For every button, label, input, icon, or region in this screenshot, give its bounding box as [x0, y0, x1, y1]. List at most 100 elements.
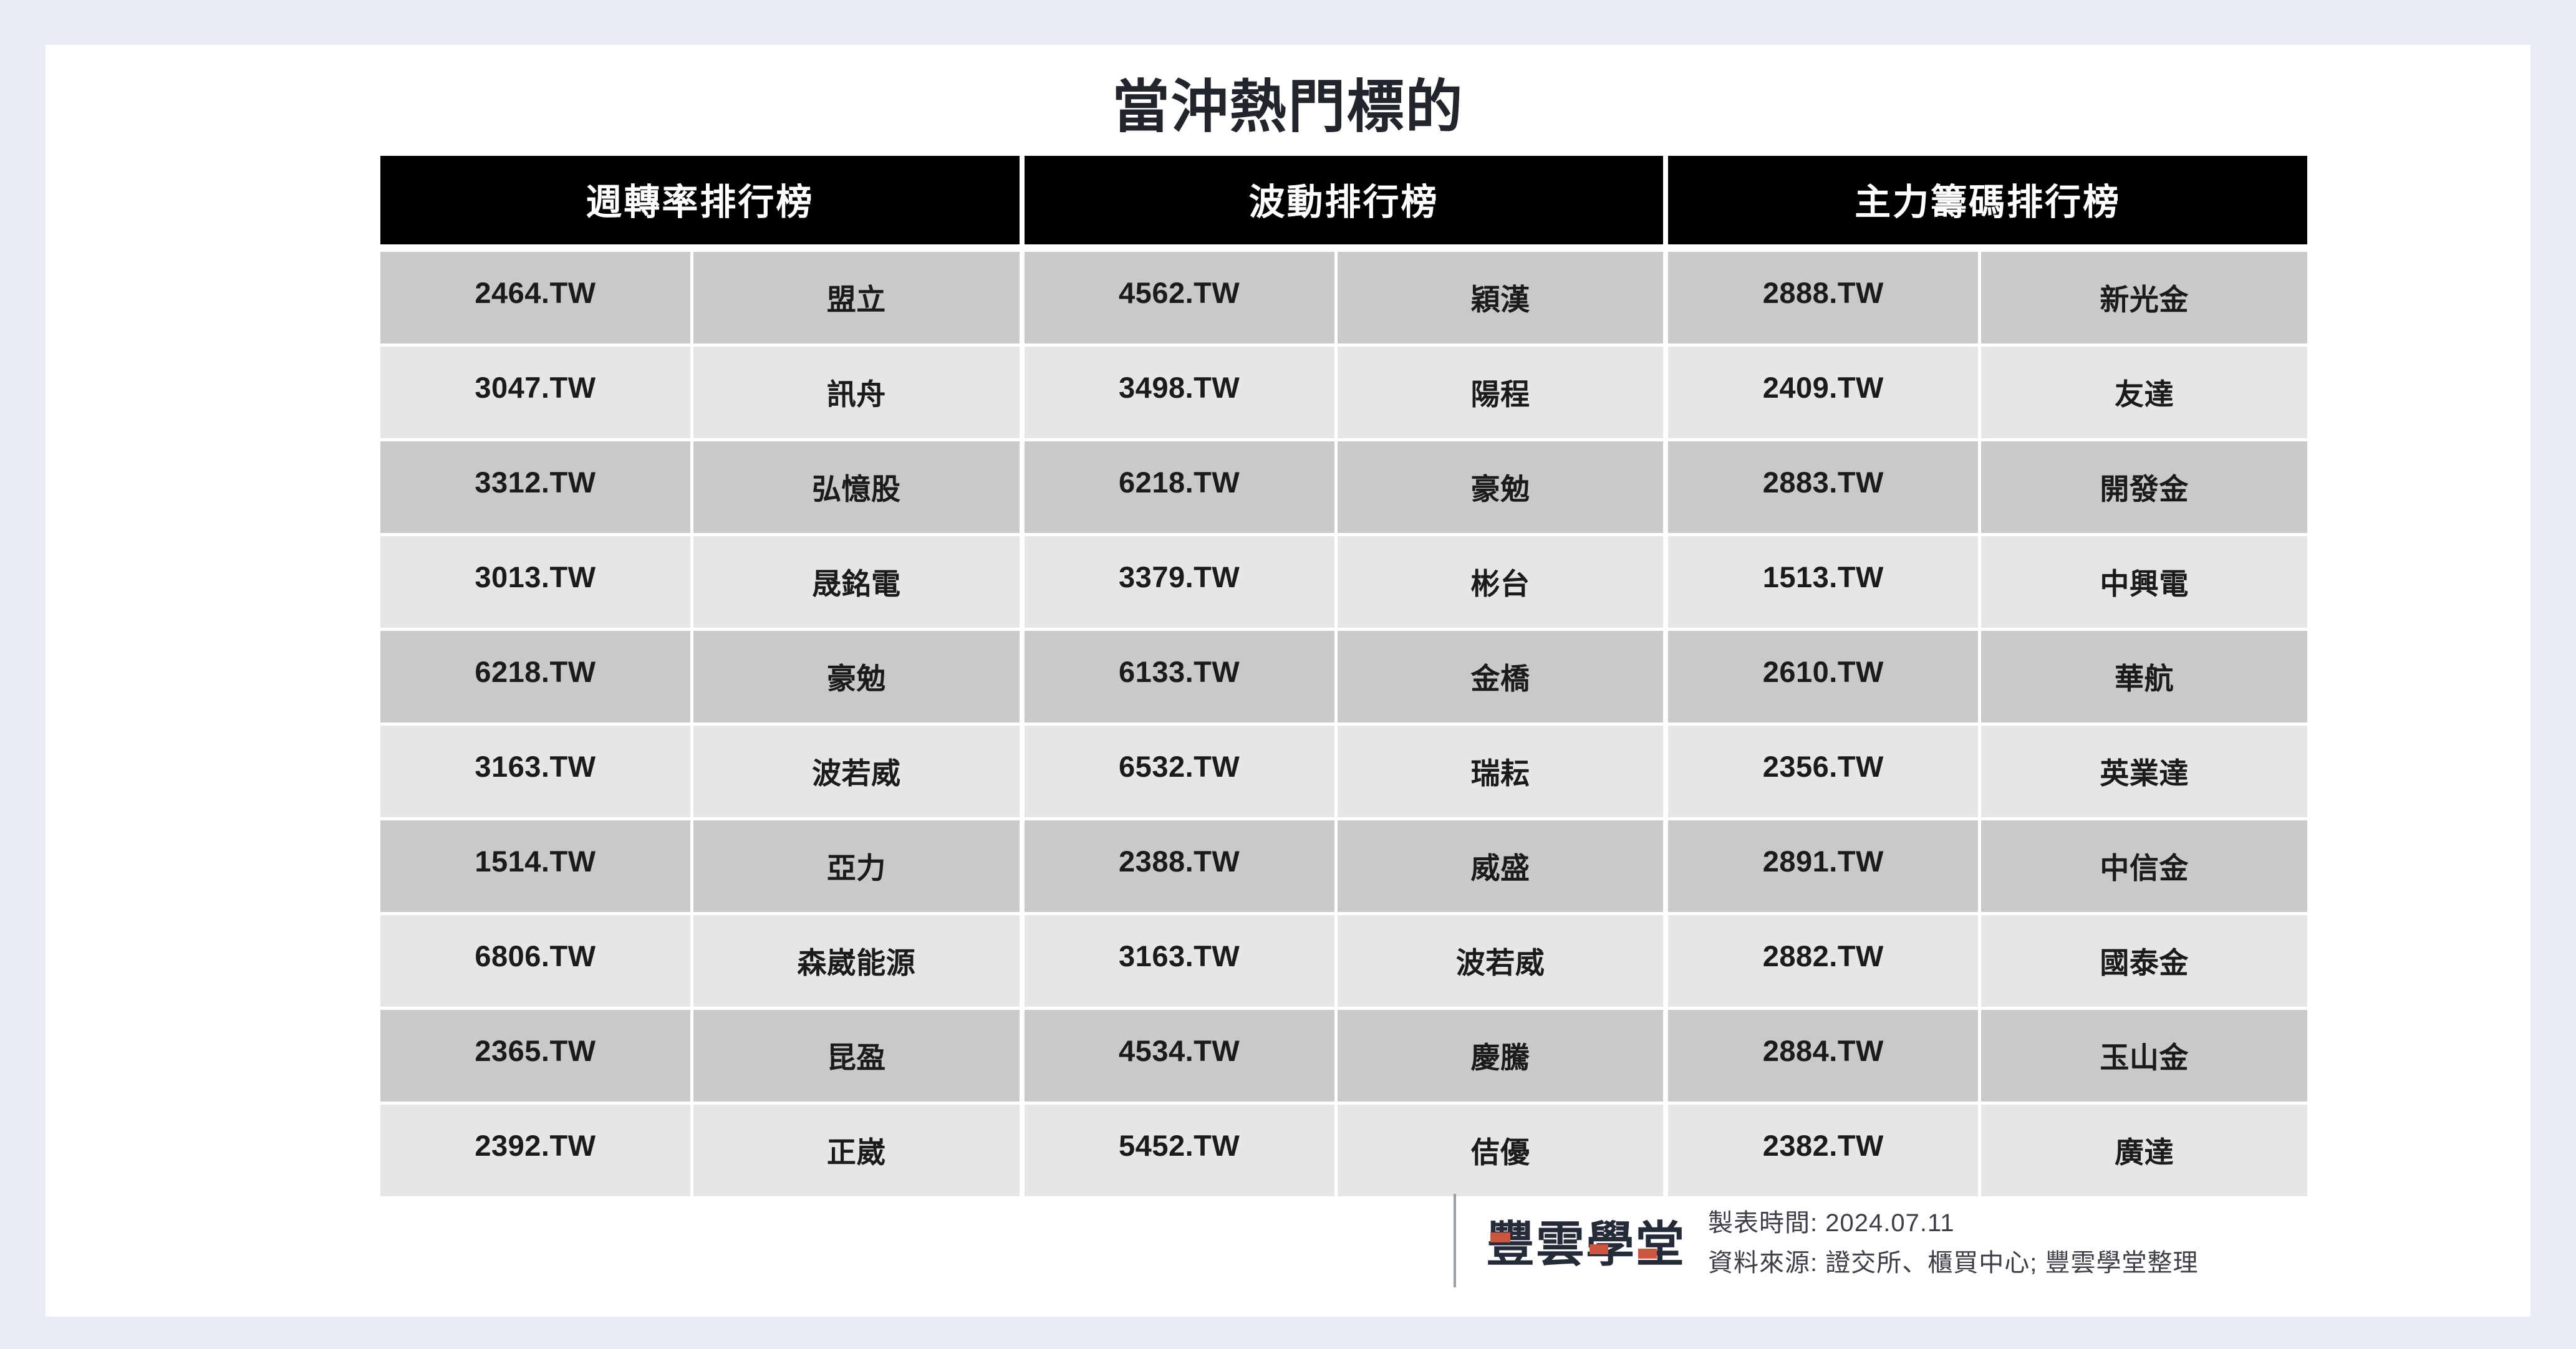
cell-group-turnover: 3047.TW 訊舟: [380, 347, 1020, 438]
cell-chips-name: 中興電: [1981, 536, 2308, 628]
footer-source-value: 證交所、櫃買中心; 豐雲學堂整理: [1825, 1249, 2199, 1277]
cell-chips-code: 1513.TW: [1668, 536, 1979, 628]
cell-turnover-name: 盟立: [693, 252, 1020, 343]
footer-source-line: 資料來源: 證交所、櫃買中心; 豐雲學堂整理: [1708, 1242, 2514, 1279]
footer-divider: [1454, 1194, 1456, 1287]
cell-turnover-name: 豪勉: [693, 631, 1020, 723]
cell-group-chips: 2888.TW 新光金: [1668, 252, 2308, 343]
cell-group-chips: 2883.TW 開發金: [1668, 441, 2308, 533]
cell-turnover-name: 波若威: [693, 726, 1020, 817]
cell-turnover-name: 弘憶股: [693, 441, 1020, 533]
footer-created-value: 2024.07.11: [1825, 1209, 1955, 1237]
ranking-table: 週轉率排行榜 波動排行榜 主力籌碼排行榜 2464.TW 盟立 4562.TW 穎漢 2…: [380, 156, 2308, 1196]
cell-turnover-name: 晟銘電: [693, 536, 1020, 628]
cell-turnover-code: 3013.TW: [380, 536, 690, 628]
column-header-volatility: 波動排行榜: [1024, 156, 1664, 244]
table-row: 2365.TW 昆盈 4534.TW 慶騰 2884.TW 玉山金: [380, 1010, 2308, 1102]
cell-group-turnover: 3312.TW 弘憶股: [380, 441, 1020, 533]
footer-created-label: 製表時間:: [1708, 1209, 1818, 1237]
cell-volatility-name: 威盛: [1337, 820, 1664, 912]
page-title: 當沖熱門標的: [1112, 75, 1464, 139]
cell-group-volatility: 6218.TW 豪勉: [1024, 441, 1664, 533]
cell-group-volatility: 5452.TW 佶優: [1024, 1105, 1664, 1196]
cell-group-volatility: 4534.TW 慶騰: [1024, 1010, 1664, 1102]
cell-group-chips: 2884.TW 玉山金: [1668, 1010, 2308, 1102]
table-row: 2464.TW 盟立 4562.TW 穎漢 2888.TW 新光金: [380, 252, 2308, 343]
cell-turnover-code: 3163.TW: [380, 726, 690, 817]
footer-meta: 製表時間: 2024.07.11 資料來源: 證交所、櫃買中心; 豐雲學堂整理: [1708, 1203, 2514, 1279]
cell-turnover-code: 2392.TW: [380, 1105, 690, 1196]
cell-volatility-name: 穎漢: [1337, 252, 1664, 343]
cell-group-chips: 1513.TW 中興電: [1668, 536, 2308, 628]
table-row: 6806.TW 森崴能源 3163.TW 波若威 2882.TW 國泰金: [380, 915, 2308, 1007]
cell-volatility-name: 波若威: [1337, 915, 1664, 1007]
cell-turnover-code: 3312.TW: [380, 441, 690, 533]
cell-group-volatility: 3379.TW 彬台: [1024, 536, 1664, 628]
cell-chips-code: 2883.TW: [1668, 441, 1979, 533]
cell-chips-name: 華航: [1981, 631, 2308, 723]
cell-volatility-code: 4562.TW: [1024, 252, 1334, 343]
cell-volatility-code: 3498.TW: [1024, 347, 1334, 438]
footer-source-label: 資料來源:: [1708, 1249, 1818, 1277]
cell-group-turnover: 2392.TW 正崴: [380, 1105, 1020, 1196]
cell-turnover-name: 昆盈: [693, 1010, 1020, 1102]
column-header-chips: 主力籌碼排行榜: [1668, 156, 2308, 244]
cell-turnover-code: 2464.TW: [380, 252, 690, 343]
cell-group-volatility: 3163.TW 波若威: [1024, 915, 1664, 1007]
cell-chips-name: 開發金: [1981, 441, 2308, 533]
cell-volatility-name: 豪勉: [1337, 441, 1664, 533]
cell-group-volatility: 6532.TW 瑞耘: [1024, 726, 1664, 817]
brand-logo: 豐雲學堂: [1486, 1206, 1686, 1275]
cell-volatility-name: 瑞耘: [1337, 726, 1664, 817]
cell-group-turnover: 6806.TW 森崴能源: [380, 915, 1020, 1007]
table-row: 2392.TW 正崴 5452.TW 佶優 2382.TW 廣達: [380, 1105, 2308, 1196]
column-header-turnover: 週轉率排行榜: [380, 156, 1020, 244]
cell-chips-code: 2409.TW: [1668, 347, 1979, 438]
cell-volatility-name: 慶騰: [1337, 1010, 1664, 1102]
table-row: 6218.TW 豪勉 6133.TW 金橋 2610.TW 華航: [380, 631, 2308, 723]
cell-chips-code: 2382.TW: [1668, 1105, 1979, 1196]
cell-volatility-code: 6532.TW: [1024, 726, 1334, 817]
cell-turnover-code: 1514.TW: [380, 820, 690, 912]
slide-canvas: 當沖熱門標的 週轉率排行榜 波動排行榜 主力籌碼排行榜 2464.TW 盟立 456…: [46, 45, 2530, 1317]
cell-volatility-code: 6133.TW: [1024, 631, 1334, 723]
cell-turnover-code: 6218.TW: [380, 631, 690, 723]
logo-accent-stroke: [1589, 1244, 1608, 1254]
cell-group-turnover: 2464.TW 盟立: [380, 252, 1020, 343]
cell-chips-code: 2610.TW: [1668, 631, 1979, 723]
footer-created-line: 製表時間: 2024.07.11: [1708, 1203, 2514, 1239]
cell-group-volatility: 4562.TW 穎漢: [1024, 252, 1664, 343]
table-row: 3312.TW 弘憶股 6218.TW 豪勉 2883.TW 開發金: [380, 441, 2308, 533]
cell-group-turnover: 6218.TW 豪勉: [380, 631, 1020, 723]
table-header-row: 週轉率排行榜 波動排行榜 主力籌碼排行榜: [380, 156, 2308, 244]
cell-group-chips: 2891.TW 中信金: [1668, 820, 2308, 912]
cell-chips-name: 中信金: [1981, 820, 2308, 912]
cell-turnover-name: 亞力: [693, 820, 1020, 912]
cell-turnover-name: 訊舟: [693, 347, 1020, 438]
cell-turnover-code: 3047.TW: [380, 347, 690, 438]
cell-group-volatility: 6133.TW 金橋: [1024, 631, 1664, 723]
cell-group-turnover: 3013.TW 晟銘電: [380, 536, 1020, 628]
cell-volatility-code: 2388.TW: [1024, 820, 1334, 912]
cell-group-volatility: 3498.TW 陽程: [1024, 347, 1664, 438]
cell-volatility-code: 3379.TW: [1024, 536, 1334, 628]
table-body: 2464.TW 盟立 4562.TW 穎漢 2888.TW 新光金 3047.TW 訊舟 349…: [380, 252, 2308, 1196]
cell-chips-code: 2891.TW: [1668, 820, 1979, 912]
table-row: 1514.TW 亞力 2388.TW 威盛 2891.TW 中信金: [380, 820, 2308, 912]
logo-accent-stroke: [1490, 1232, 1510, 1242]
cell-chips-name: 廣達: [1981, 1105, 2308, 1196]
cell-volatility-code: 5452.TW: [1024, 1105, 1334, 1196]
cell-turnover-name: 正崴: [693, 1105, 1020, 1196]
cell-volatility-name: 彬台: [1337, 536, 1664, 628]
logo-accent-stroke: [1638, 1249, 1657, 1259]
table-row: 3013.TW 晟銘電 3379.TW 彬台 1513.TW 中興電: [380, 536, 2308, 628]
cell-group-chips: 2882.TW 國泰金: [1668, 915, 2308, 1007]
table-row: 3047.TW 訊舟 3498.TW 陽程 2409.TW 友達: [380, 347, 2308, 438]
cell-volatility-name: 金橋: [1337, 631, 1664, 723]
cell-volatility-code: 3163.TW: [1024, 915, 1334, 1007]
cell-chips-code: 2356.TW: [1668, 726, 1979, 817]
cell-volatility-name: 陽程: [1337, 347, 1664, 438]
cell-group-chips: 2356.TW 英業達: [1668, 726, 2308, 817]
cell-volatility-code: 4534.TW: [1024, 1010, 1334, 1102]
cell-chips-name: 友達: [1981, 347, 2308, 438]
